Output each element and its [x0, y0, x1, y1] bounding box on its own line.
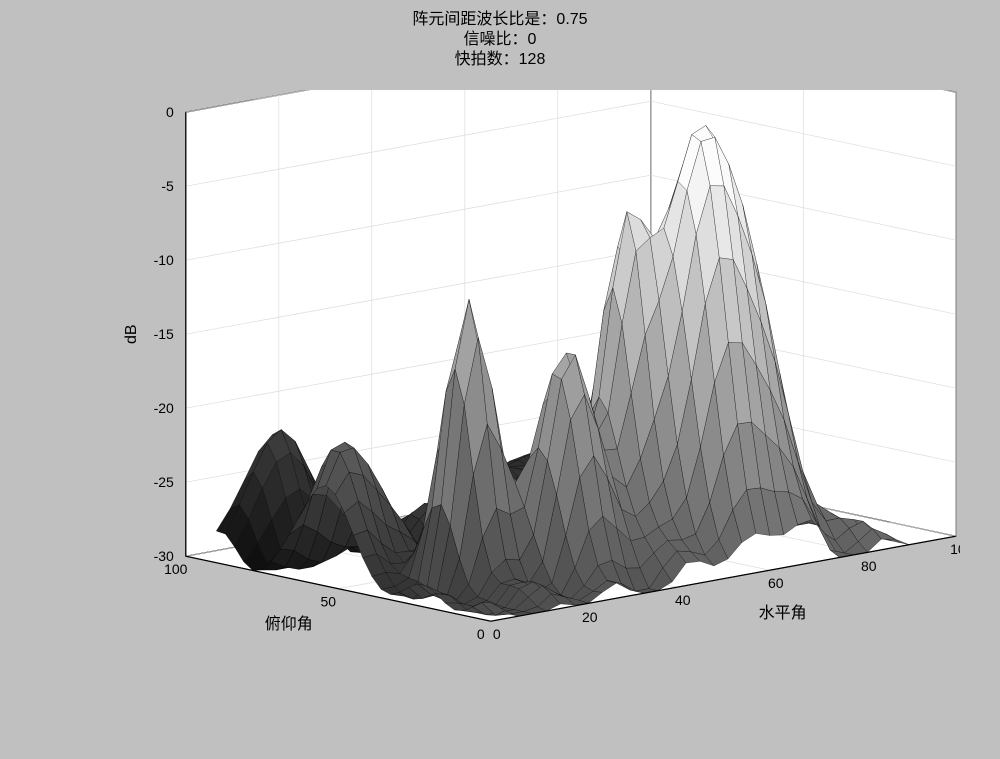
- title-line: 阵元间距波长比是：0.75: [0, 10, 1000, 30]
- y-tick-label: 50: [321, 594, 337, 610]
- z-tick-label: 0: [166, 104, 174, 120]
- y-tick-label: 0: [477, 626, 485, 642]
- y-axis-label: 俯仰角: [265, 615, 313, 633]
- z-tick-label: -5: [161, 178, 174, 194]
- z-tick-label: -10: [154, 252, 174, 268]
- z-tick-label: -15: [154, 326, 174, 342]
- x-axis-label: 水平角: [759, 604, 807, 622]
- title-line: 信噪比：0: [0, 30, 1000, 50]
- x-tick-label: 20: [582, 609, 598, 625]
- x-tick-label: 0: [493, 626, 501, 642]
- chart-title: 阵元间距波长比是：0.75信噪比：0快拍数：128: [0, 10, 1000, 70]
- x-tick-label: 40: [675, 592, 691, 608]
- z-axis-label: dB: [123, 324, 140, 344]
- x-tick-label: 60: [768, 575, 784, 591]
- x-tick-label: 80: [861, 558, 877, 574]
- title-line: 快拍数：128: [0, 50, 1000, 70]
- z-tick-label: -25: [154, 474, 174, 490]
- x-tick-label: 100: [950, 541, 960, 557]
- axes-3d: 020406080100050100-30-25-20-15-10-50水平角俯…: [40, 90, 960, 730]
- z-tick-label: -20: [154, 400, 174, 416]
- z-tick-label: -30: [154, 548, 174, 564]
- figure: 阵元间距波长比是：0.75信噪比：0快拍数：128 0 20 40 60 80 100 0 5…: [0, 0, 1000, 759]
